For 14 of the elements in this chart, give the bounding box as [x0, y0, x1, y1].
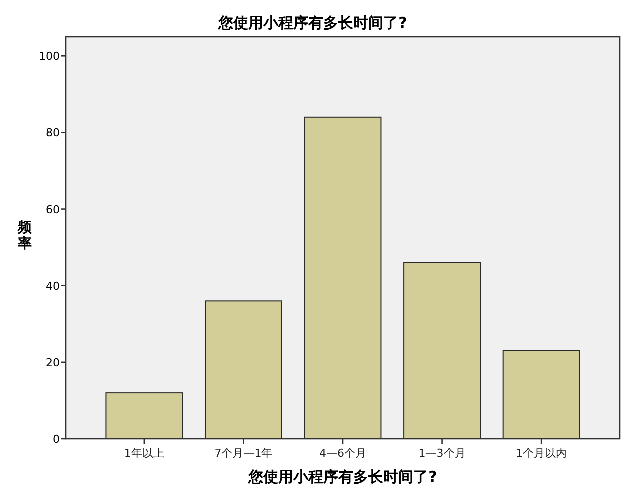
- x-tick-label: 1个月以内: [516, 447, 568, 460]
- x-tick-label: 7个月—1年: [214, 447, 273, 460]
- y-tick-label: 100: [39, 50, 60, 64]
- x-tick-label: 4—6个月: [320, 447, 366, 460]
- y-tick-label: 80: [46, 126, 60, 140]
- x-axis-title: 您使用小程序有多长时间了?: [248, 468, 438, 486]
- y-tick-label: 0: [53, 433, 60, 446]
- x-tick-label: 1年以上: [124, 447, 164, 460]
- y-axis-title: 频率: [17, 220, 33, 252]
- chart-title: 您使用小程序有多长时间了?: [218, 14, 408, 32]
- x-tick-label: 1—3个月: [418, 447, 466, 460]
- y-tick-label: 20: [46, 356, 60, 370]
- y-tick-label: 60: [46, 203, 60, 216]
- y-tick-label: 40: [46, 280, 60, 293]
